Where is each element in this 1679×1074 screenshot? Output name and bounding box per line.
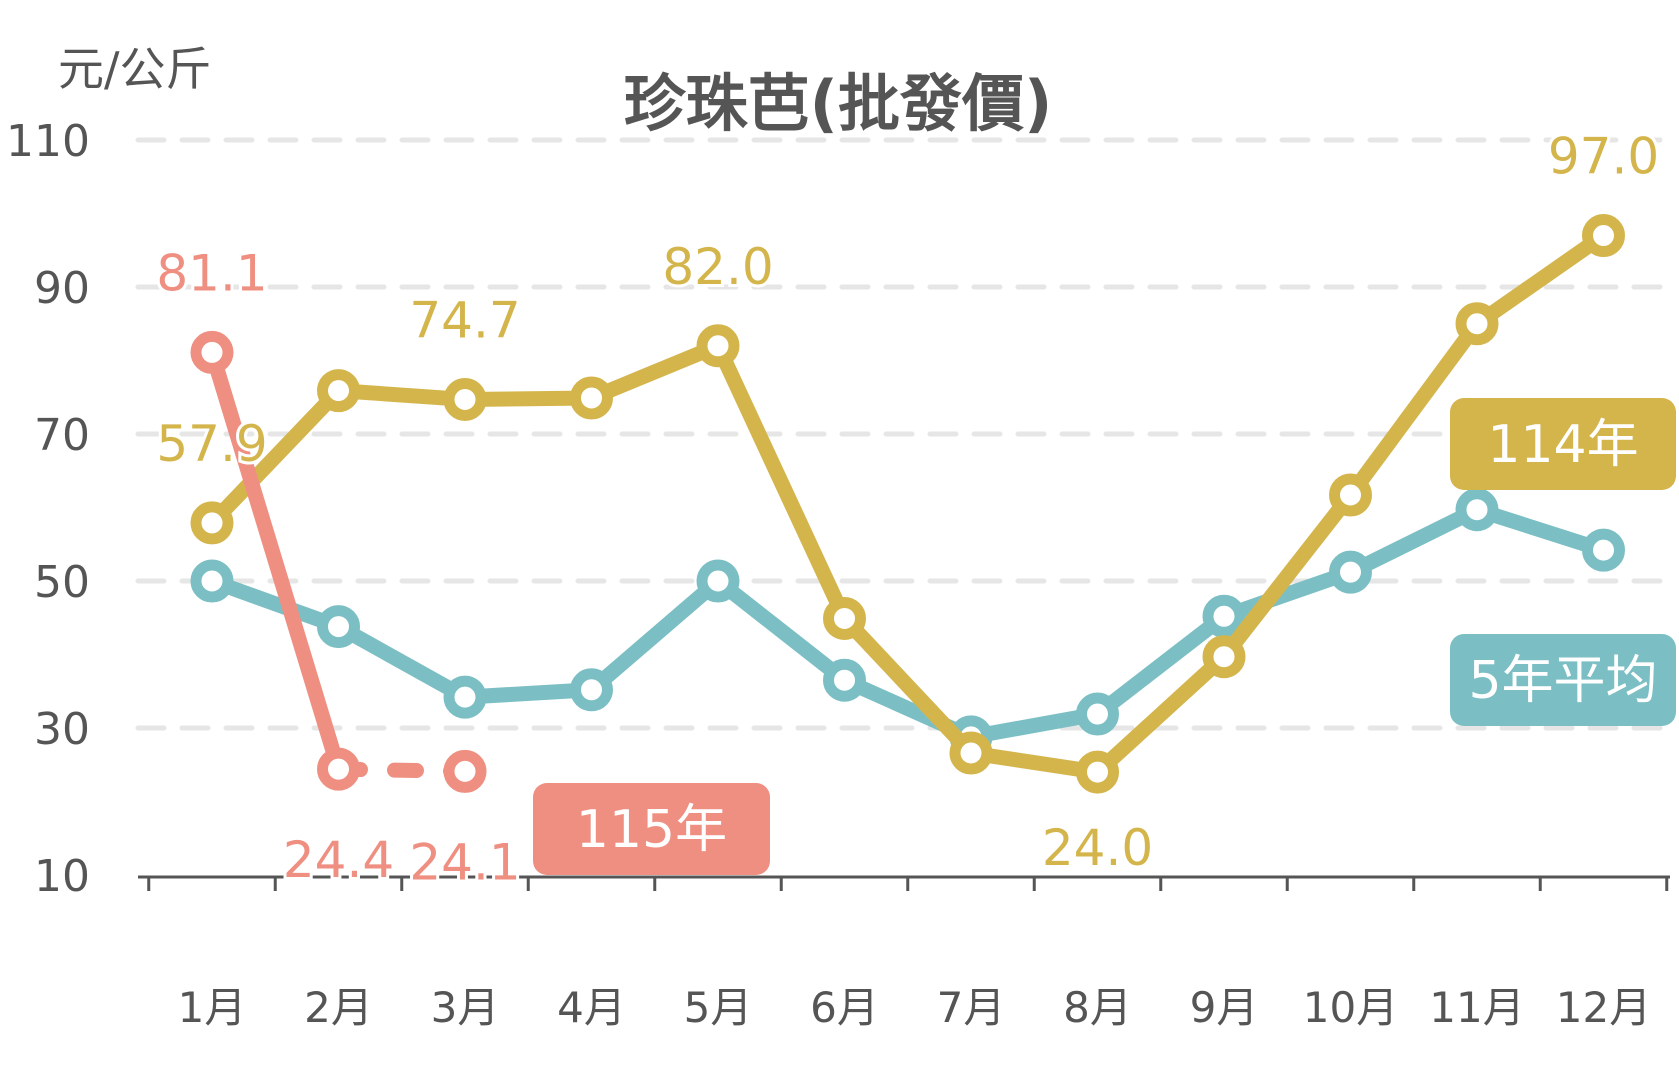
series-segment bbox=[710, 338, 852, 626]
series-segment bbox=[1469, 228, 1611, 332]
data-point bbox=[570, 668, 613, 712]
data-point bbox=[1076, 750, 1119, 794]
data-label: 57.9 bbox=[156, 415, 267, 473]
legend-item-115年: 115年 bbox=[533, 783, 770, 875]
data-point bbox=[1455, 302, 1499, 346]
series-5年平均 bbox=[190, 488, 1625, 759]
data-label: 82.0 bbox=[662, 238, 773, 296]
series-segment bbox=[204, 344, 346, 777]
data-point bbox=[823, 596, 866, 640]
data-label: 74.7 bbox=[409, 291, 520, 349]
data-label: 24.0 bbox=[1042, 819, 1153, 877]
x-tick-label: 3月 bbox=[431, 983, 500, 1032]
series-layer bbox=[190, 214, 1625, 794]
data-label: 97.0 bbox=[1548, 128, 1659, 186]
data-point bbox=[1329, 473, 1372, 517]
data-point bbox=[696, 559, 740, 603]
x-tick-label: 6月 bbox=[810, 983, 879, 1032]
series-segment bbox=[331, 619, 473, 705]
y-tick-label: 50 bbox=[34, 557, 90, 608]
legend-label: 115年 bbox=[576, 800, 727, 860]
series-segment bbox=[1343, 316, 1485, 503]
series-segment bbox=[1090, 649, 1232, 780]
x-tick-label: 12月 bbox=[1556, 983, 1651, 1032]
x-tick-label: 11月 bbox=[1429, 983, 1524, 1032]
x-tick-label: 4月 bbox=[557, 983, 626, 1032]
y-tick-label: 110 bbox=[6, 116, 90, 167]
data-point bbox=[443, 377, 487, 421]
x-tick-label: 2月 bbox=[304, 983, 373, 1032]
series-segment bbox=[837, 610, 979, 761]
legend-box bbox=[533, 783, 770, 875]
data-point bbox=[317, 605, 360, 649]
legend-box bbox=[1450, 634, 1676, 726]
y-tick-label: 70 bbox=[34, 410, 90, 461]
series-segment bbox=[1216, 564, 1358, 624]
data-point bbox=[1582, 214, 1625, 258]
data-point bbox=[1202, 635, 1246, 679]
data-point bbox=[190, 559, 234, 603]
data-labels: 57.9 74.7 82.0 24.0 97.0 81.1 24.4 24.1 bbox=[153, 125, 1662, 895]
x-tick-label: 7月 bbox=[937, 983, 1006, 1032]
series-segment bbox=[1343, 502, 1485, 580]
data-point bbox=[317, 369, 360, 413]
series-115年 bbox=[190, 330, 487, 793]
legend-item-5年平均: 5年平均 bbox=[1450, 634, 1676, 726]
series-segment bbox=[204, 573, 346, 635]
series-segment bbox=[204, 383, 346, 531]
data-point bbox=[1202, 594, 1246, 638]
series-segment bbox=[710, 573, 852, 688]
data-label: 81.1 bbox=[156, 244, 267, 302]
y-tick-label: 10 bbox=[34, 851, 90, 902]
data-point bbox=[823, 658, 866, 702]
data-point bbox=[443, 749, 487, 793]
legend-label: 5年平均 bbox=[1468, 651, 1657, 711]
chart-title: 珍珠芭(批發價) bbox=[624, 67, 1053, 140]
data-label: 24.1 bbox=[409, 833, 520, 891]
data-point bbox=[949, 731, 993, 775]
legend-box bbox=[1450, 398, 1676, 490]
data-point bbox=[1582, 528, 1625, 572]
series-segment bbox=[1090, 608, 1232, 722]
data-label: 24.4 bbox=[283, 831, 394, 889]
x-tick-label: 8月 bbox=[1063, 983, 1132, 1032]
legend-label: 114年 bbox=[1487, 415, 1638, 475]
data-point bbox=[443, 675, 487, 719]
x-tick-label: 1月 bbox=[178, 983, 247, 1032]
series-segment bbox=[584, 338, 726, 406]
x-tick-label: 5月 bbox=[684, 983, 753, 1032]
data-point bbox=[1455, 488, 1499, 532]
data-point bbox=[1076, 692, 1119, 736]
y-axis-label: 元/公斤 bbox=[58, 42, 212, 96]
series-segment bbox=[584, 573, 726, 698]
series-114年 bbox=[190, 214, 1625, 794]
y-tick-label: 30 bbox=[34, 704, 90, 755]
data-point bbox=[317, 747, 360, 791]
x-axis: 1月 2月 3月 4月 5月 6月 7月 8月 9月 10月 11月 12月 bbox=[138, 875, 1670, 1032]
y-axis-ticks: 10 30 50 70 90 110 bbox=[6, 116, 90, 902]
gridlines bbox=[135, 137, 1673, 731]
data-point bbox=[190, 330, 234, 374]
data-point bbox=[696, 324, 740, 368]
series-segment bbox=[1469, 502, 1611, 558]
legend-item-114年: 114年 bbox=[1450, 398, 1676, 490]
series-segment bbox=[1216, 487, 1358, 665]
x-tick-label: 9月 bbox=[1190, 983, 1259, 1032]
data-point bbox=[190, 501, 234, 545]
legend: 5年平均 114年 115年 bbox=[533, 398, 1676, 875]
x-tick-label: 10月 bbox=[1303, 983, 1398, 1032]
y-tick-label: 90 bbox=[34, 263, 90, 314]
data-point bbox=[570, 376, 613, 420]
data-point bbox=[1329, 550, 1372, 594]
